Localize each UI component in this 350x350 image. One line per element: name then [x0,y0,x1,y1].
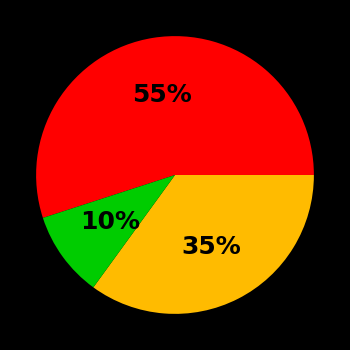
Text: 35%: 35% [182,235,241,259]
Wedge shape [43,175,175,287]
Text: 55%: 55% [133,83,192,107]
Text: 10%: 10% [80,210,140,234]
Wedge shape [93,175,314,314]
Wedge shape [36,36,314,218]
